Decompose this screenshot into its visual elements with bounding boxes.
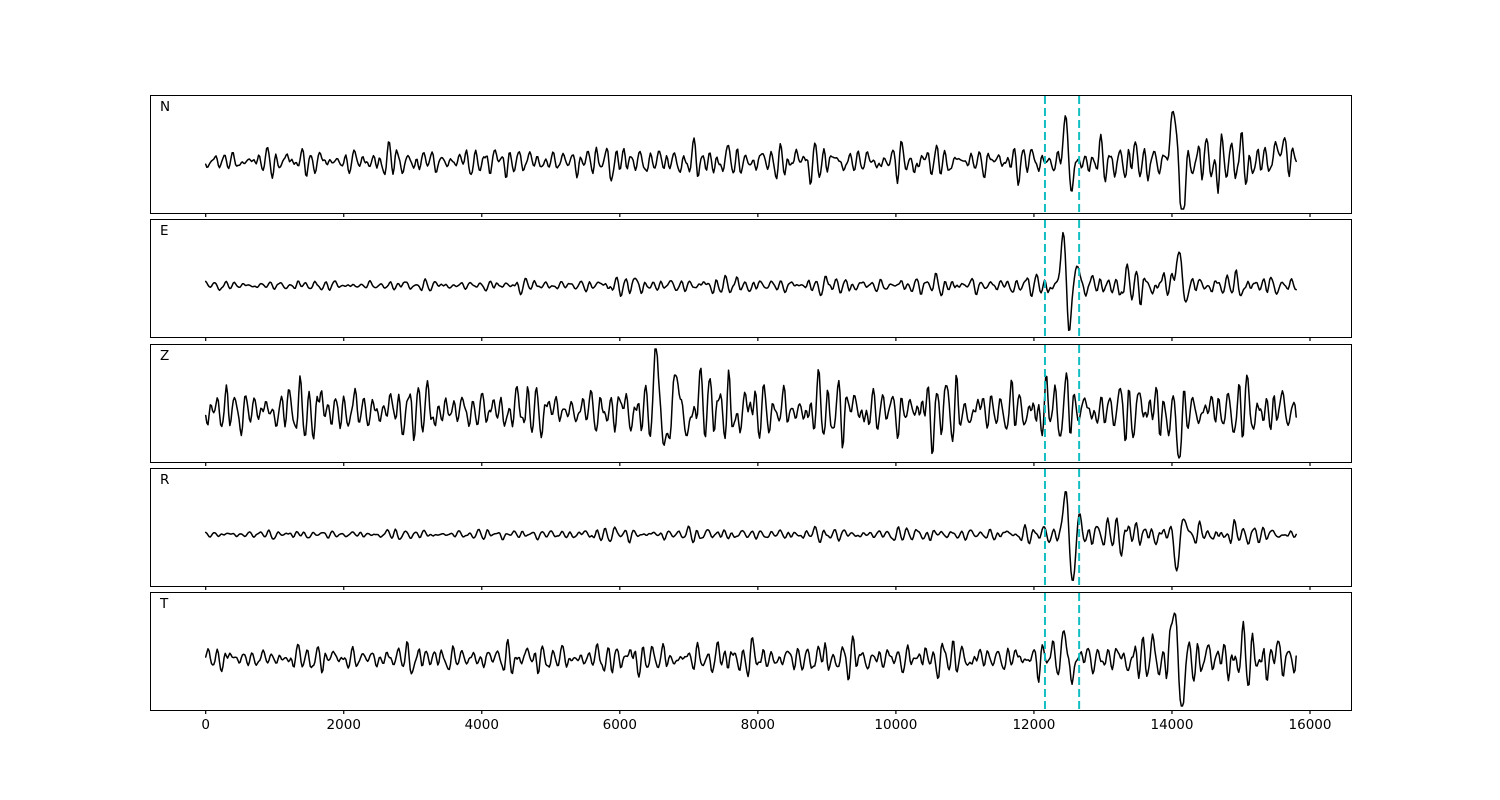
panel-label-r: R	[160, 472, 170, 488]
panel-label-z: Z	[160, 348, 170, 364]
waveform-plot-t	[204, 593, 1311, 714]
panel-trace-r: R	[150, 468, 1352, 590]
x-tick-label: 8000	[740, 717, 776, 733]
panel-trace-t: T	[150, 592, 1352, 714]
x-tick-label: 16000	[1288, 717, 1332, 733]
x-tick-label: 14000	[1150, 717, 1194, 733]
waveform-plot-n	[204, 96, 1311, 217]
waveform-plot-z	[204, 345, 1311, 466]
panel-trace-e: E	[150, 219, 1352, 341]
x-tick-label: 10000	[874, 717, 918, 733]
x-tick-label: 12000	[1012, 717, 1056, 733]
x-tick-label: 2000	[326, 717, 361, 733]
panel-label-e: E	[160, 223, 169, 239]
panel-label-t: T	[160, 596, 169, 612]
waveform-plot-e	[204, 220, 1311, 341]
waveform-plot-r	[204, 469, 1311, 590]
x-tick-label: 4000	[464, 717, 499, 733]
x-tick-label: 0	[201, 717, 210, 733]
panel-trace-z: Z	[150, 344, 1352, 466]
panel-label-n: N	[160, 99, 171, 115]
panel-trace-n: N	[150, 95, 1352, 217]
x-tick-label: 6000	[602, 717, 637, 733]
